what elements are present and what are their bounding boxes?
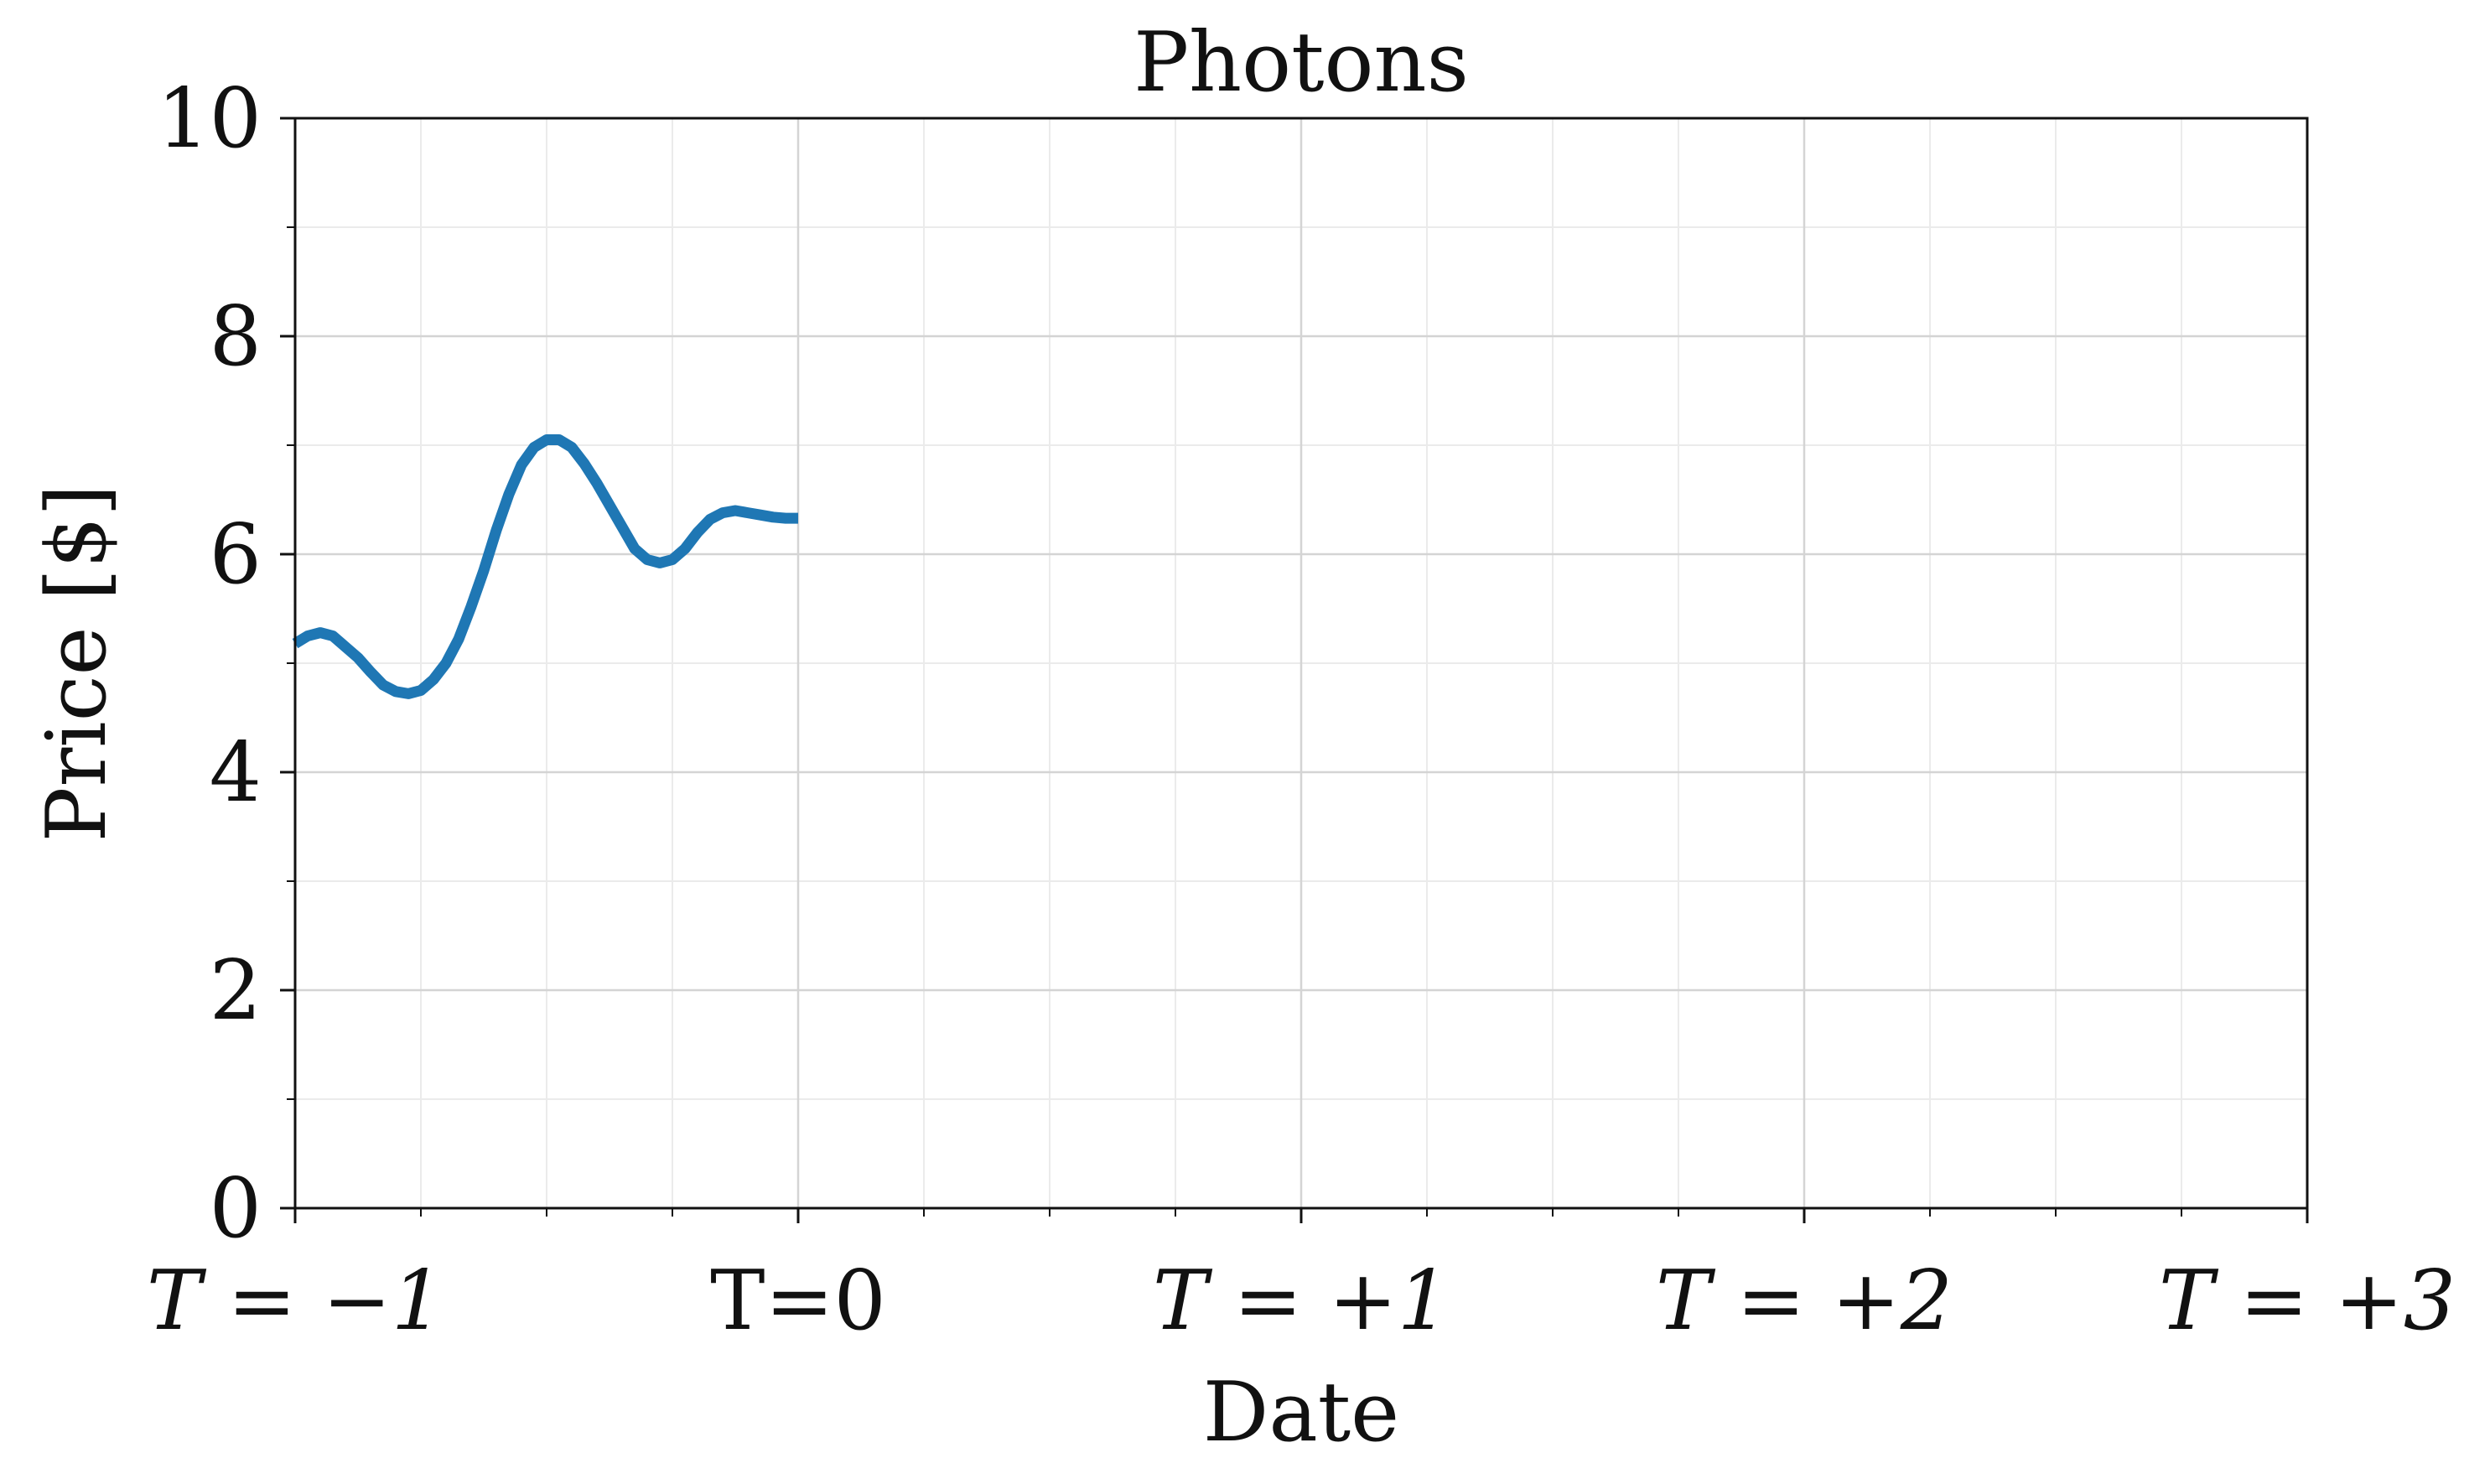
y-tick-label: 10 (157, 71, 262, 167)
x-tick-label: T = +3 (2159, 1253, 2456, 1349)
x-tick-label: T = +2 (1656, 1253, 1953, 1349)
y-axis-label: Price [$] (29, 485, 125, 843)
y-tick-label: 0 (210, 1161, 262, 1257)
y-tick-label: 8 (210, 289, 262, 385)
x-axis-label: Date (1203, 1365, 1399, 1461)
y-tick-label: 2 (210, 943, 262, 1039)
x-tick-label: T=0 (710, 1253, 886, 1349)
chart-title: Photons (1133, 15, 1469, 111)
axis-ticks (280, 117, 2309, 1223)
y-tick-label: 6 (210, 507, 262, 603)
tick-labels: 0 2 4 6 8 10 T = −1 T=0 T = +1 T = +2 T = +3 (147, 71, 2456, 1349)
x-tick-label: T = +1 (1153, 1253, 1450, 1349)
grid (293, 117, 2309, 1210)
price-series-line (292, 434, 798, 699)
y-tick-label: 4 (210, 725, 262, 821)
x-tick-label: T = −1 (147, 1253, 444, 1349)
series-layer (292, 434, 798, 699)
